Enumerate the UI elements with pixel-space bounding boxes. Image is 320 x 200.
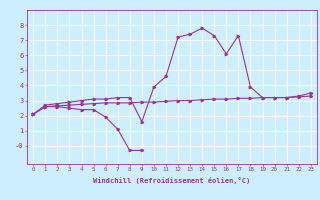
X-axis label: Windchill (Refroidissement éolien,°C): Windchill (Refroidissement éolien,°C) [93, 177, 251, 184]
